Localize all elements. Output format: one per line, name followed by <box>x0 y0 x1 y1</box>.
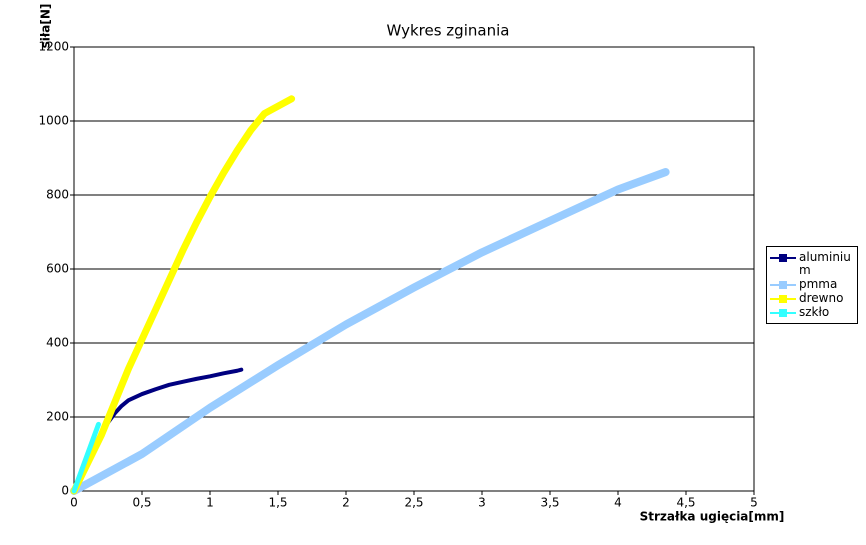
legend-label: szkło <box>799 305 830 319</box>
y-axis-label: siła[N] <box>39 4 53 49</box>
x-tick-label: 2,5 <box>404 496 423 510</box>
legend-label: aluminium <box>799 250 851 277</box>
legend-swatch <box>770 295 796 303</box>
y-tick-label: 1200 <box>38 40 69 54</box>
legend-marker <box>779 281 787 289</box>
legend: aluminium pmma drewno szkło <box>766 246 858 324</box>
legend-entry: drewno <box>767 292 857 305</box>
x-tick-label: 4 <box>614 496 622 510</box>
legend-swatch <box>770 309 796 317</box>
x-tick-label: 1 <box>206 496 214 510</box>
legend-entry: szkło <box>767 306 857 319</box>
legend-label: pmma <box>799 277 838 291</box>
x-tick-label: 3,5 <box>540 496 559 510</box>
legend-entry: aluminium <box>767 251 857 277</box>
x-tick-label: 3 <box>478 496 486 510</box>
legend-swatch <box>770 254 796 262</box>
legend-swatch <box>770 281 796 289</box>
x-tick-label: 2 <box>342 496 350 510</box>
y-tick-label: 600 <box>46 262 69 276</box>
y-tick-label: 800 <box>46 188 69 202</box>
legend-marker <box>779 254 787 262</box>
x-axis-label: Strzałka ugięcia[mm] <box>640 510 785 524</box>
y-tick-label: 1000 <box>38 114 69 128</box>
legend-label: drewno <box>799 291 844 305</box>
x-tick-label: 5 <box>750 496 758 510</box>
chart-title: Wykres zginania <box>387 22 510 40</box>
x-tick-label: 1,5 <box>268 496 287 510</box>
y-tick-label: 200 <box>46 410 69 424</box>
series-line <box>70 168 670 495</box>
legend-marker <box>779 309 787 317</box>
y-tick-label: 400 <box>46 336 69 350</box>
legend-entry: pmma <box>767 278 857 291</box>
x-tick-label: 0,5 <box>132 496 151 510</box>
x-tick-label: 4,5 <box>676 496 695 510</box>
y-tick-label: 0 <box>61 484 69 498</box>
series-line <box>71 421 101 494</box>
x-tick-label: 0 <box>70 496 78 510</box>
series-line <box>70 95 296 495</box>
legend-marker <box>779 295 787 303</box>
